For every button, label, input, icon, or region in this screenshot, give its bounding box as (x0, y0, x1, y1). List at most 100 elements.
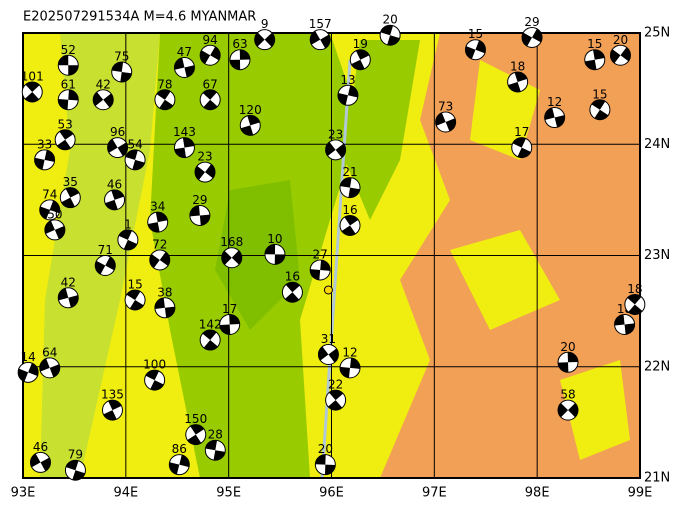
focal-mechanism (189, 204, 211, 226)
depth-label: 18 (627, 282, 642, 296)
focal-mechanism (464, 39, 486, 61)
depth-label: 23 (197, 150, 212, 164)
focal-mechanism (589, 99, 611, 121)
depth-label: 73 (438, 100, 453, 114)
compressional-quadrant (200, 46, 221, 64)
compressional-quadrant (340, 177, 360, 198)
compressional-quadrant (30, 453, 51, 472)
compressional-quadrant (65, 460, 85, 481)
compressional-quadrant (93, 91, 114, 108)
compressional-quadrant (195, 164, 216, 180)
depth-label: 75 (114, 49, 129, 63)
depth-label: 18 (510, 59, 525, 73)
compressional-quadrant (544, 107, 565, 128)
focal-mechanism (199, 44, 221, 66)
focal-mechanism (149, 249, 171, 271)
focal-mechanism (379, 24, 401, 46)
depth-label: 35 (63, 175, 78, 189)
depth-label: 50 (47, 207, 62, 221)
compressional-quadrant (145, 370, 164, 391)
compressional-quadrant (591, 99, 609, 120)
focal-mechanism (339, 357, 361, 379)
compressional-quadrant (126, 290, 144, 310)
focal-mechanism (349, 49, 371, 71)
compressional-quadrant (522, 28, 543, 47)
compressional-quadrant (174, 57, 195, 78)
depth-label: 15 (127, 278, 142, 292)
compressional-quadrant (202, 89, 218, 110)
depth-label: 135 (101, 388, 124, 402)
depth-label: 46 (33, 440, 48, 454)
compressional-quadrant (56, 129, 74, 150)
y-tick-label: 23N (644, 248, 670, 263)
compressional-quadrant (219, 314, 240, 335)
compressional-quadrant (310, 260, 331, 280)
map-title: E202507291534A M=4.6 MYANMAR (23, 10, 256, 25)
focal-mechanism (147, 211, 169, 233)
depth-label: 22 (328, 378, 343, 392)
compressional-quadrant (147, 212, 168, 233)
focal-mechanism (221, 247, 243, 269)
compressional-quadrant (512, 137, 531, 158)
depth-label: 29 (524, 15, 539, 29)
compressional-quadrant (125, 149, 145, 170)
depth-label: 157 (309, 17, 332, 31)
focal-mechanism (325, 139, 347, 161)
compressional-quadrant (380, 25, 400, 46)
focal-mechanism (521, 26, 543, 48)
depth-label: 17 (514, 125, 529, 139)
depth-label: 64 (42, 345, 57, 359)
focal-mechanism (57, 89, 79, 111)
focal-mechanism (117, 229, 139, 251)
y-tick-label: 25N (644, 26, 670, 41)
epicenter (323, 285, 333, 295)
compressional-quadrant (558, 352, 579, 373)
depth-label: 94 (203, 33, 218, 47)
focal-mechanism (17, 361, 39, 383)
x-tick-label: 96E (319, 486, 344, 501)
compressional-quadrant (154, 297, 175, 318)
depth-label: 61 (61, 77, 76, 91)
compressional-quadrant (95, 256, 116, 275)
compressional-quadrant (111, 61, 132, 82)
x-tick-label: 94E (113, 486, 138, 501)
depth-label: 20 (613, 33, 628, 47)
depth-label: 47 (177, 45, 192, 59)
depth-label: 29 (192, 193, 207, 207)
depth-label: 15 (592, 87, 607, 101)
depth-label: 20 (560, 340, 575, 354)
depth-label: 63 (232, 37, 247, 51)
focal-mechanism (101, 399, 123, 421)
compressional-quadrant (61, 187, 80, 208)
depth-label: 53 (58, 117, 73, 131)
compressional-quadrant (174, 137, 195, 158)
depth-label: 79 (68, 448, 83, 462)
compressional-quadrant (105, 189, 124, 210)
focal-mechanism (511, 137, 533, 159)
focal-mechanism (168, 454, 190, 476)
depth-label: 23 (328, 127, 343, 141)
compressional-quadrant (149, 251, 170, 269)
compressional-quadrant (221, 250, 242, 265)
depth-label: 12 (547, 95, 562, 109)
depth-label: 17 (222, 302, 237, 316)
focal-mechanism (544, 107, 566, 129)
focal-mechanism (21, 81, 43, 103)
compressional-quadrant (465, 40, 486, 60)
compressional-quadrant (34, 150, 55, 170)
x-tick-label: 98E (525, 486, 550, 501)
focal-mechanism (317, 344, 339, 366)
focal-mechanism (229, 49, 251, 71)
compressional-quadrant (169, 454, 190, 475)
depth-label: 19 (353, 37, 368, 51)
focal-mechanism (624, 293, 646, 315)
depth-label: 168 (220, 235, 243, 249)
focal-mechanism (39, 199, 61, 221)
compressional-quadrant (187, 424, 205, 445)
focal-mechanism (29, 451, 51, 473)
depth-label: 142 (199, 318, 222, 332)
focal-mechanism (219, 313, 241, 335)
focal-mechanism (154, 297, 176, 319)
compressional-quadrant (264, 244, 285, 265)
